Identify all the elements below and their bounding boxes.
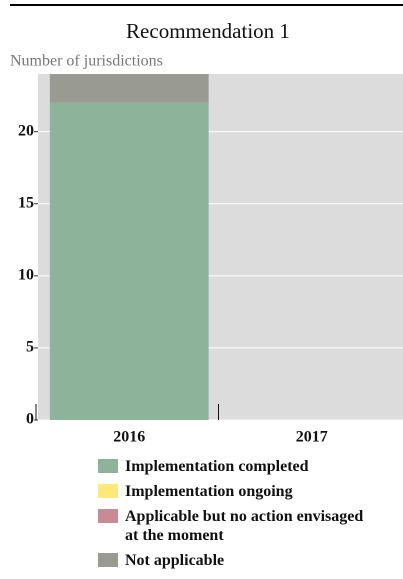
legend-label: Applicable but no action envisaged at th…	[125, 508, 364, 544]
legend-label: Implementation completed	[125, 458, 309, 475]
legend-item: Implementation completed	[98, 457, 388, 476]
bar-segment	[49, 102, 209, 420]
bar-segment	[49, 74, 209, 103]
legend-label: Implementation ongoing	[125, 483, 293, 500]
x-tick-label: 2017	[296, 429, 328, 446]
legend: Implementation completed Implementation o…	[98, 457, 388, 576]
legend-swatch	[98, 553, 118, 567]
y-tick-label: 0	[26, 411, 34, 428]
y-tick-label: 5	[26, 339, 34, 356]
x-tick-label: 2016	[113, 429, 145, 446]
legend-swatch	[98, 509, 118, 523]
y-tick-label: 20	[18, 122, 34, 139]
legend-swatch	[98, 459, 118, 473]
legend-item: Not applicable	[98, 551, 388, 570]
legend-item: Applicable but no action envisaged at th…	[98, 507, 388, 545]
y-tick-label: 15	[18, 194, 34, 211]
chart-title: Recommendation 1	[126, 19, 290, 43]
y-axis-label: Number of jurisdictions	[10, 53, 163, 70]
legend-label: Not applicable	[125, 552, 225, 569]
legend-swatch	[98, 484, 118, 498]
y-tick-label: 10	[18, 267, 34, 284]
legend-item: Implementation ongoing	[98, 482, 388, 501]
